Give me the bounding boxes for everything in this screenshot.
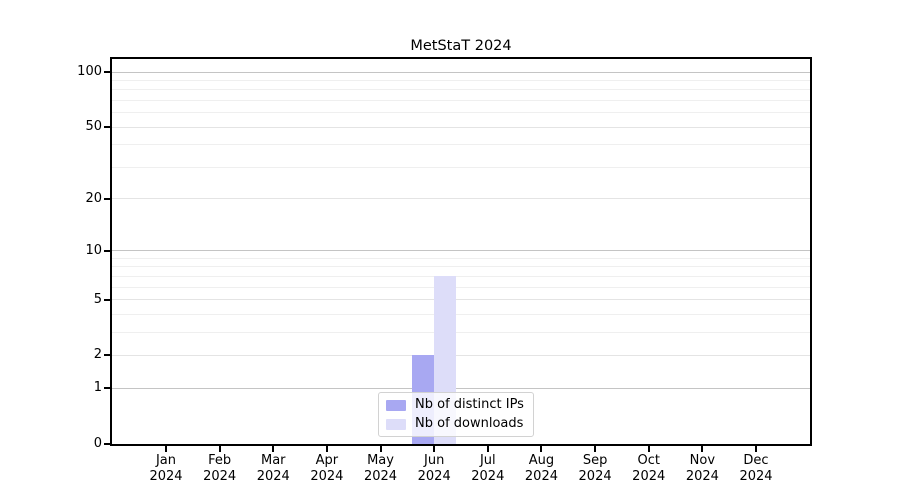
- y-tick: [104, 298, 110, 301]
- x-tick-year: 2024: [471, 469, 505, 484]
- x-tick-month: Aug: [528, 453, 555, 468]
- x-tick-month: Mar: [261, 453, 286, 468]
- y-tick: [104, 249, 110, 252]
- x-tick: [165, 446, 167, 452]
- gridline-minor: [112, 144, 810, 146]
- chart-title: MetStaT 2024: [410, 38, 512, 54]
- x-tick-label: Feb 2024: [180, 453, 260, 485]
- gridline-major: [112, 71, 810, 73]
- x-tick: [594, 446, 597, 452]
- x-tick: [325, 446, 328, 452]
- y-tick: [104, 71, 110, 74]
- x-tick-month: Sep: [582, 453, 608, 468]
- gridline-minor: [112, 166, 810, 168]
- x-tick-month: Apr: [315, 453, 339, 468]
- gridline-minor: [112, 313, 810, 315]
- gridline-labeled: [112, 126, 810, 128]
- x-tick-label: Oct 2024: [609, 453, 689, 485]
- gridline-minor: [112, 331, 810, 333]
- x-tick-label: Nov 2024: [662, 453, 742, 485]
- x-tick-label: Mar 2024: [233, 453, 313, 485]
- legend-swatch-distinct-ips: [386, 399, 406, 411]
- x-tick-label: Aug 2024: [501, 453, 581, 485]
- legend-swatch-downloads: [386, 418, 406, 430]
- x-tick: [486, 446, 489, 452]
- gridline-labeled: [112, 354, 810, 356]
- x-tick-year: 2024: [739, 469, 773, 484]
- x-tick: [379, 446, 382, 452]
- x-tick-year: 2024: [310, 469, 344, 484]
- x-tick-label: May 2024: [341, 453, 421, 485]
- x-tick-year: 2024: [685, 469, 719, 484]
- x-tick-label: Jan 2024: [126, 453, 206, 485]
- gridline-minor: [112, 89, 810, 91]
- x-tick-year: 2024: [203, 469, 237, 484]
- x-tick-label: Jun 2024: [394, 453, 474, 485]
- x-tick: [433, 446, 436, 452]
- gridline-major: [112, 250, 810, 252]
- x-tick-label: Sep 2024: [555, 453, 635, 485]
- x-tick: [701, 446, 704, 452]
- x-tick: [218, 446, 221, 452]
- y-tick-label: 0: [93, 436, 102, 451]
- y-tick: [104, 387, 110, 390]
- x-tick-label: Apr 2024: [287, 453, 367, 485]
- gridline-minor: [112, 80, 810, 82]
- x-tick-month: May: [367, 453, 394, 468]
- x-tick-year: 2024: [256, 469, 290, 484]
- x-tick-month: Jun: [424, 453, 445, 468]
- y-tick-label: 10: [85, 242, 102, 258]
- legend-label-distinct-ips: Nb of distinct IPs: [415, 397, 524, 412]
- gridline-minor: [112, 258, 810, 259]
- legend: Nb of distinct IPs Nb of downloads: [378, 392, 534, 437]
- y-tick: [104, 126, 110, 129]
- plot-area: Nb of distinct IPs Nb of downloads: [110, 57, 812, 446]
- gridline-minor: [112, 100, 810, 102]
- gridline-minor: [112, 286, 810, 288]
- y-tick-label: 5: [93, 291, 102, 307]
- gridline-minor: [112, 266, 810, 268]
- y-tick-label: 20: [85, 190, 102, 206]
- x-tick-month: Nov: [689, 453, 716, 468]
- legend-item-downloads: Nb of downloads: [386, 416, 524, 432]
- y-tick-label: 1: [93, 380, 102, 396]
- y-tick-label: 100: [77, 64, 102, 80]
- x-tick: [272, 446, 275, 452]
- gridline-minor: [112, 275, 810, 277]
- x-tick-month: Oct: [637, 453, 660, 468]
- legend-item-distinct-ips: Nb of distinct IPs: [386, 397, 524, 413]
- x-tick-year: 2024: [524, 469, 558, 484]
- x-tick-year: 2024: [632, 469, 666, 484]
- y-tick: [104, 354, 110, 357]
- gridline-labeled: [112, 299, 810, 301]
- x-tick-year: 2024: [149, 469, 183, 484]
- y-tick: [104, 197, 110, 200]
- y-tick-label: 2: [93, 347, 102, 363]
- x-tick-year: 2024: [363, 469, 398, 484]
- gridline-major: [112, 387, 810, 389]
- x-tick: [540, 446, 543, 452]
- y-tick: [104, 443, 110, 445]
- gridline-labeled: [112, 198, 810, 200]
- x-tick-month: Dec: [743, 453, 769, 468]
- x-tick-month: Jul: [479, 453, 496, 468]
- gridline-minor: [112, 112, 810, 114]
- x-tick: [755, 446, 757, 452]
- y-tick-label: 50: [85, 119, 102, 135]
- x-tick-year: 2024: [578, 469, 612, 484]
- x-tick-label: Dec 2024: [716, 453, 796, 485]
- x-tick-month: Feb: [208, 453, 232, 468]
- x-tick-year: 2024: [417, 469, 451, 484]
- x-tick-month: Jan: [155, 453, 177, 468]
- x-tick: [647, 446, 650, 452]
- legend-label-downloads: Nb of downloads: [415, 416, 524, 431]
- x-tick-label: Jul 2024: [448, 453, 528, 485]
